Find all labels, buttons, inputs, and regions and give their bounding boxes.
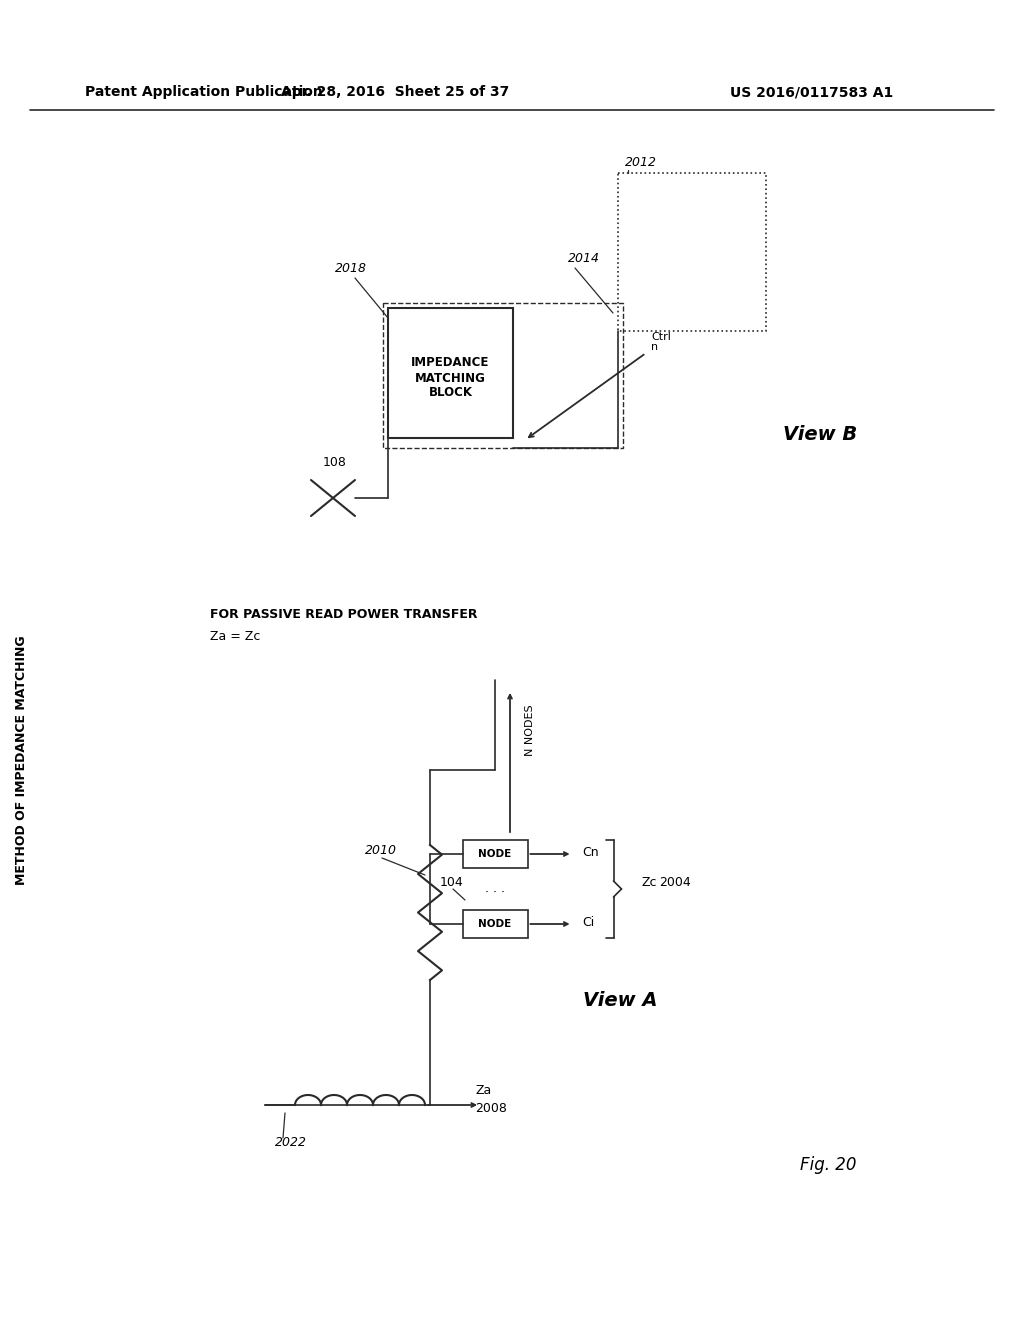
Bar <box>463 840 527 869</box>
Text: 2018: 2018 <box>335 261 367 275</box>
Text: 104: 104 <box>440 875 464 888</box>
Text: 2008: 2008 <box>475 1101 507 1114</box>
Text: Patent Application Publication: Patent Application Publication <box>85 84 323 99</box>
Text: 108: 108 <box>323 457 347 470</box>
Text: Fig. 20: Fig. 20 <box>800 1156 856 1173</box>
Text: Zc: Zc <box>641 876 657 890</box>
Text: US 2016/0117583 A1: US 2016/0117583 A1 <box>730 84 893 99</box>
Text: Ctrl: Ctrl <box>651 333 671 342</box>
Text: Za = Zc: Za = Zc <box>210 630 260 643</box>
Text: View A: View A <box>583 990 657 1010</box>
Bar <box>463 909 527 939</box>
Text: View B: View B <box>783 425 857 445</box>
Text: Ci: Ci <box>583 916 595 928</box>
Text: n: n <box>651 342 658 352</box>
Text: 2010: 2010 <box>365 843 397 857</box>
Text: Apr. 28, 2016  Sheet 25 of 37: Apr. 28, 2016 Sheet 25 of 37 <box>281 84 509 99</box>
Text: 2004: 2004 <box>659 876 691 890</box>
Text: FOR PASSIVE READ POWER TRANSFER: FOR PASSIVE READ POWER TRANSFER <box>210 609 477 622</box>
Text: 2014: 2014 <box>568 252 600 264</box>
Bar <box>383 304 623 447</box>
Text: 2012: 2012 <box>625 156 657 169</box>
Text: NODE: NODE <box>478 849 512 859</box>
Text: 2022: 2022 <box>275 1135 307 1148</box>
Text: Za: Za <box>475 1084 492 1097</box>
Bar <box>618 173 766 331</box>
Text: BLOCK: BLOCK <box>428 387 472 400</box>
Text: Cn: Cn <box>583 846 599 858</box>
Text: N NODES: N NODES <box>525 704 535 756</box>
Text: METHOD OF IMPEDANCE MATCHING: METHOD OF IMPEDANCE MATCHING <box>15 635 29 884</box>
Bar <box>388 308 513 438</box>
Text: NODE: NODE <box>478 919 512 929</box>
Text: IMPEDANCE: IMPEDANCE <box>412 356 489 370</box>
Text: MATCHING: MATCHING <box>415 371 486 384</box>
Text: . . .: . . . <box>485 883 505 895</box>
